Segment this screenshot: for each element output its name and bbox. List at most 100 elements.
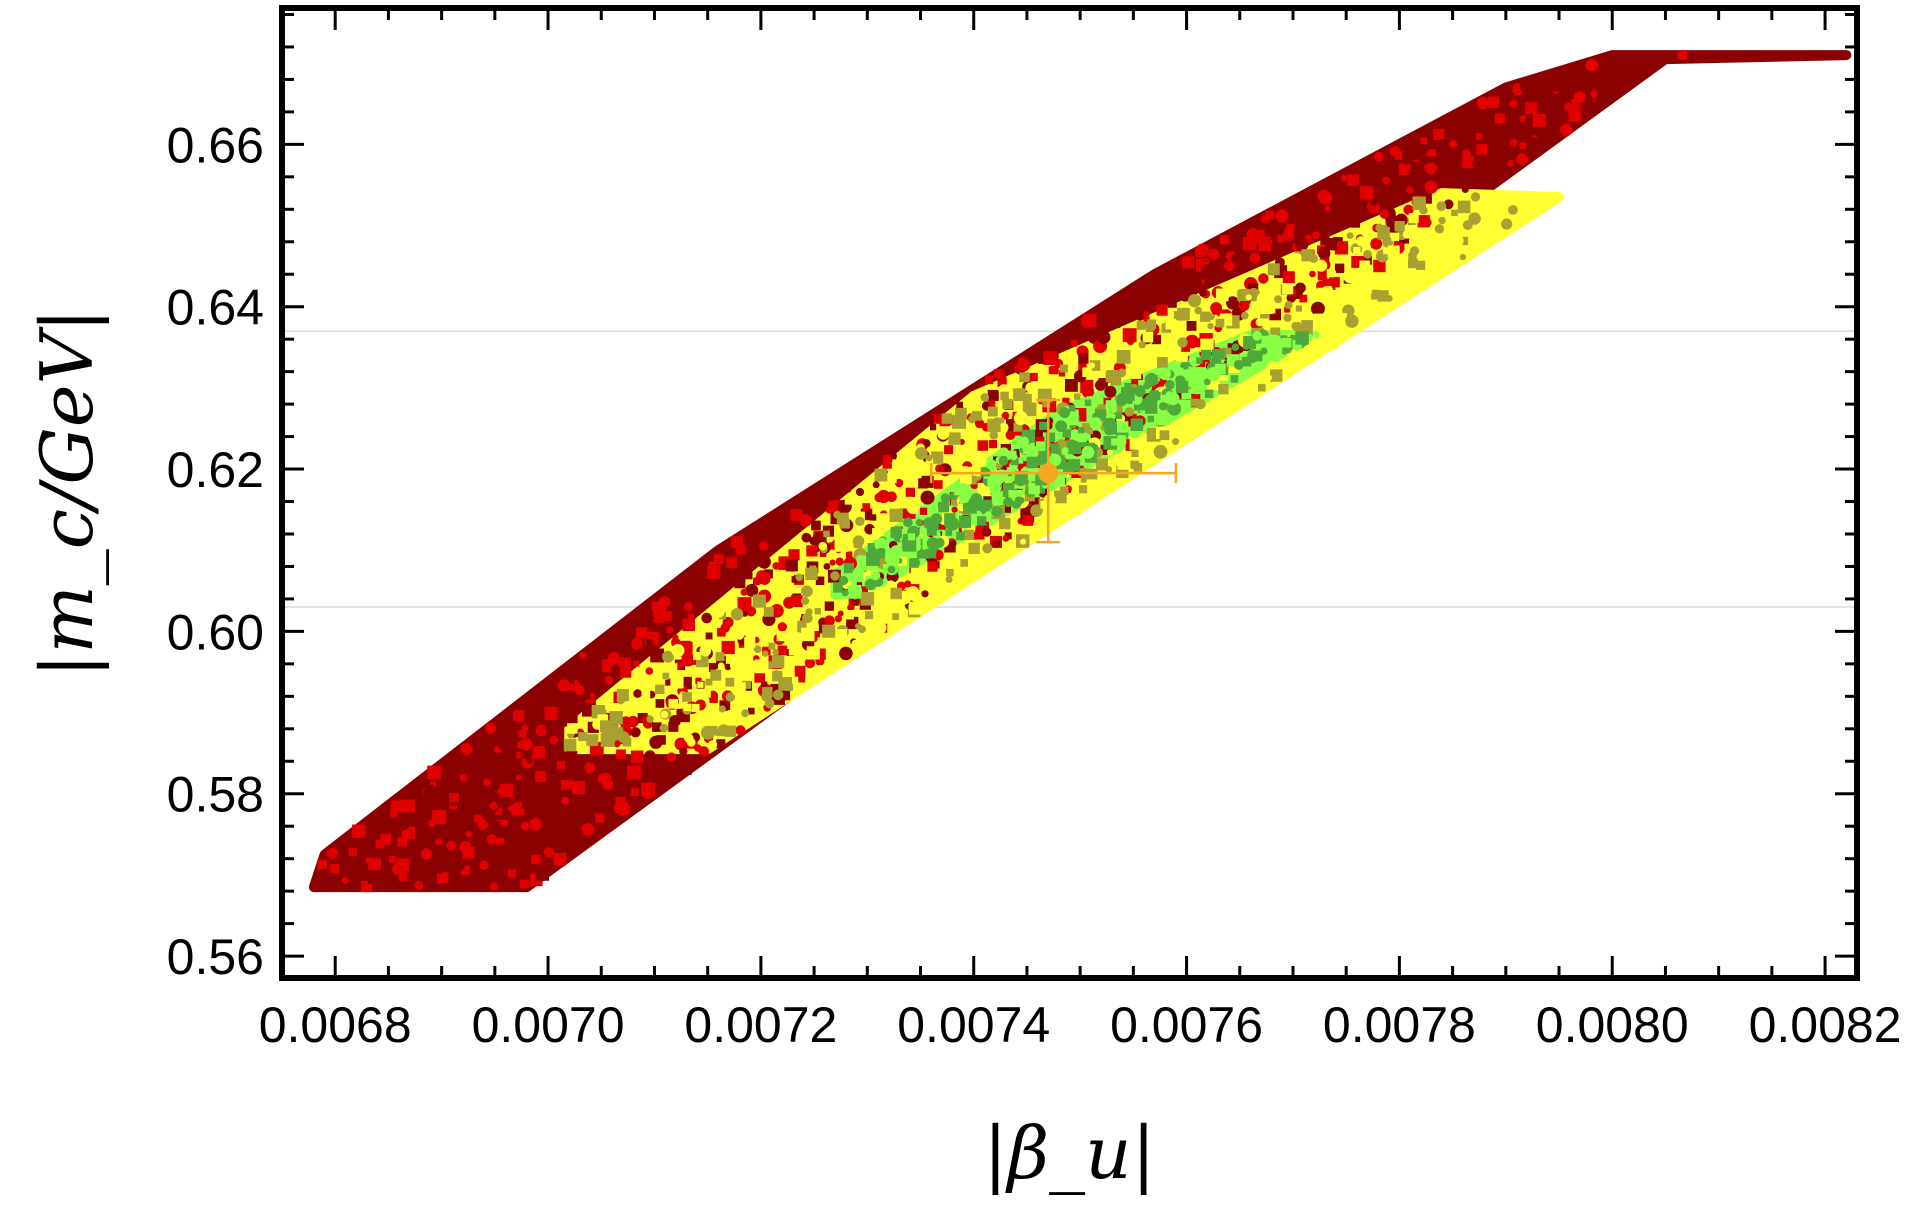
scatter-point	[1204, 389, 1214, 398]
scatter-point	[1424, 180, 1438, 194]
scatter-point	[1134, 385, 1146, 398]
scatter-point	[1131, 374, 1143, 386]
scatter-point	[1151, 334, 1162, 345]
scatter-point	[890, 526, 902, 539]
scatter-point	[1074, 393, 1081, 400]
scatter-point	[624, 627, 635, 639]
scatter-point	[1005, 430, 1016, 440]
scatter-point	[1077, 432, 1087, 443]
scatter-point	[1330, 294, 1337, 302]
scatter-point	[856, 554, 864, 563]
scatter-point	[791, 576, 799, 583]
scatter-point	[735, 725, 746, 736]
scatter-point	[608, 651, 620, 664]
scatter-point	[886, 580, 896, 590]
scatter-point	[604, 675, 614, 685]
scatter-point	[1518, 96, 1525, 104]
scatter-point	[1214, 363, 1226, 375]
scatter-point	[1282, 283, 1294, 295]
scatter-point	[1028, 497, 1040, 509]
scatter-point	[1054, 448, 1061, 455]
scatter-point	[1062, 397, 1070, 406]
scatter-point	[610, 711, 622, 723]
scatter-point	[980, 499, 993, 512]
scatter-point	[909, 601, 922, 615]
scatter-point	[1000, 502, 1011, 513]
scatter-point	[402, 799, 415, 813]
scatter-point	[740, 588, 748, 596]
scatter-point	[974, 418, 985, 429]
scatter-point	[647, 674, 657, 684]
scatter-point	[1501, 218, 1513, 230]
scatter-point	[522, 799, 531, 809]
scatter-point	[490, 882, 498, 891]
scatter-point	[1402, 152, 1414, 165]
scatter-point	[860, 508, 873, 521]
scatter-point	[516, 751, 523, 759]
scatter-point	[959, 472, 972, 485]
scatter-point	[1002, 535, 1010, 542]
scatter-point	[959, 466, 969, 475]
scatter-point	[1336, 192, 1345, 201]
scatter-point	[1055, 420, 1067, 433]
scatter-point	[937, 427, 950, 440]
scatter-point	[725, 692, 735, 702]
scatter-point	[840, 518, 850, 529]
scatter-point	[982, 527, 992, 537]
scatter-point	[1379, 209, 1390, 219]
scatter-point	[1384, 193, 1394, 204]
scatter-point	[1201, 263, 1214, 277]
scatter-point	[1426, 149, 1434, 158]
scatter-point	[790, 509, 803, 521]
scatter-point	[972, 411, 982, 421]
scatter-point	[1175, 375, 1186, 386]
scatter-point	[894, 478, 904, 488]
scatter-point	[927, 561, 938, 572]
scatter-point	[1540, 83, 1548, 90]
scatter-point	[885, 550, 897, 562]
scatter-point	[1509, 99, 1518, 108]
scatter-point	[1211, 304, 1222, 315]
scatter-point	[1094, 409, 1106, 421]
scatter-point	[565, 674, 575, 684]
scatter-point	[579, 652, 587, 660]
scatter-point	[1281, 337, 1292, 348]
y-tick-label: 0.62	[167, 442, 264, 498]
scatter-point	[839, 575, 849, 586]
scatter-point	[617, 707, 625, 715]
scatter-point	[1105, 466, 1113, 473]
scatter-point	[425, 785, 438, 797]
scatter-point	[788, 564, 797, 572]
scatter-point	[1284, 306, 1291, 313]
scatter-point	[934, 480, 943, 489]
scatter-point	[1059, 407, 1070, 419]
scatter-point	[560, 780, 571, 790]
scatter-point	[687, 614, 695, 621]
scatter-point	[1240, 311, 1249, 320]
scatter-point	[1355, 236, 1367, 247]
scatter-point	[1571, 118, 1579, 127]
scatter-point	[374, 828, 381, 835]
scatter-point	[862, 503, 871, 511]
scatter-point	[718, 705, 727, 713]
scatter-point	[1346, 232, 1354, 240]
scatter-point	[1301, 320, 1313, 332]
scatter-point	[956, 531, 965, 541]
scatter-point	[1261, 335, 1272, 346]
scatter-point	[1571, 99, 1581, 109]
scatter-point	[806, 646, 820, 660]
scatter-point	[1157, 357, 1168, 368]
scatter-point	[819, 550, 827, 557]
scatter-point	[1519, 142, 1527, 150]
scatter-point	[490, 793, 501, 805]
scatter-point	[1434, 147, 1446, 159]
scatter-point	[567, 723, 578, 734]
scatter-point	[968, 475, 977, 485]
scatter-point	[496, 826, 509, 838]
scatter-point	[683, 703, 692, 712]
scatter-point	[1037, 455, 1047, 465]
scatter-point	[735, 544, 746, 555]
scatter-point	[724, 725, 736, 737]
scatter-point	[612, 733, 620, 741]
scatter-point	[532, 746, 545, 759]
